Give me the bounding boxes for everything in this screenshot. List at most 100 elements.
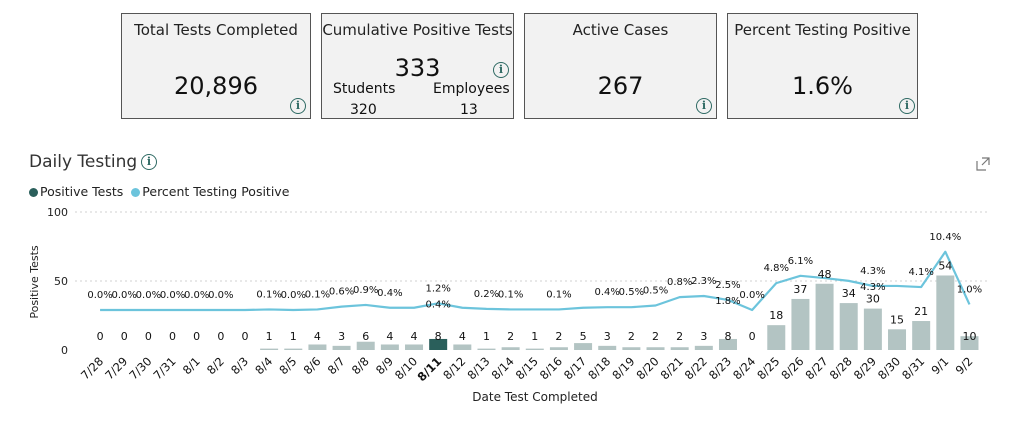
bar[interactable]: [260, 348, 279, 350]
line-value-label: 1.2%: [425, 283, 450, 294]
bar-value-label: 0: [169, 330, 176, 343]
bar-value-label: 30: [866, 293, 880, 306]
x-tick-label: 8/3: [228, 354, 251, 377]
info-icon[interactable]: i: [493, 62, 509, 78]
card-value: 267: [597, 72, 644, 100]
legend-label: Percent Testing Positive: [142, 184, 290, 199]
bar[interactable]: [405, 344, 424, 350]
x-tick-label: 8/26: [778, 354, 806, 382]
bar-value-label: 18: [769, 309, 783, 322]
x-tick-label: 8/29: [851, 354, 879, 382]
bar[interactable]: [839, 303, 858, 350]
x-tick-label: 8/5: [276, 354, 299, 377]
line-value-label: 10.4%: [929, 232, 961, 243]
bar[interactable]: [912, 321, 931, 350]
bar[interactable]: [960, 336, 979, 350]
line-value-label: 0.4%: [425, 299, 450, 310]
bar[interactable]: [694, 345, 713, 350]
y-tick-label: 0: [61, 344, 68, 357]
x-tick-label: 8/13: [464, 354, 492, 382]
bar[interactable]: [670, 347, 689, 350]
bar[interactable]: [622, 347, 641, 350]
x-tick-label: 9/2: [953, 354, 976, 377]
employees-value: 13: [460, 102, 478, 118]
x-tick-label: 8/28: [827, 354, 855, 382]
card-title: Percent Testing Positive: [734, 21, 911, 39]
legend-label: Positive Tests: [40, 184, 124, 199]
x-tick-label: 9/1: [928, 354, 951, 377]
line-value-label: 0.0%: [160, 290, 185, 301]
bar[interactable]: [598, 345, 617, 350]
bar-value-label: 1: [483, 330, 490, 343]
card-title: Cumulative Positive Tests: [322, 21, 513, 39]
bar[interactable]: [380, 344, 399, 350]
x-tick-label: 8/21: [658, 354, 686, 382]
bar[interactable]: [284, 348, 303, 350]
bar-value-label: 4: [386, 330, 393, 343]
bar-value-label: 1: [290, 330, 297, 343]
bar[interactable]: [332, 345, 351, 350]
percent-line[interactable]: [100, 250, 971, 312]
bar[interactable]: [429, 338, 448, 350]
bar-value-label: 0: [193, 330, 200, 343]
x-tick-label: 8/23: [706, 354, 734, 382]
x-tick-label: 8/15: [513, 354, 541, 382]
bar-value-label: 2: [652, 330, 659, 343]
line-value-label: 0.0%: [208, 290, 233, 301]
bar[interactable]: [936, 275, 955, 350]
bar[interactable]: [525, 348, 544, 350]
bar-value-label: 4: [314, 330, 321, 343]
x-tick-label: 8/8: [349, 354, 372, 377]
x-tick-label: 8/12: [440, 354, 468, 382]
bar-value-label: 21: [914, 305, 928, 318]
bar-value-label: 4: [459, 330, 466, 343]
bar-value-label: 0: [121, 330, 128, 343]
bar-value-label: 8: [724, 330, 731, 343]
card-title: Total Tests Completed: [134, 21, 298, 39]
x-tick-label: 8/14: [489, 354, 517, 382]
bar-value-label: 3: [338, 330, 345, 343]
bar[interactable]: [477, 348, 496, 350]
bar[interactable]: [718, 338, 737, 350]
legend-item-percent-positive[interactable]: Percent Testing Positive: [131, 184, 289, 199]
bar[interactable]: [574, 343, 593, 350]
legend-item-positive-tests[interactable]: Positive Tests: [29, 184, 127, 199]
info-icon[interactable]: i: [141, 154, 157, 170]
bar-value-label: 48: [818, 268, 832, 281]
card-total-tests: Total Tests Completed 20,896 i: [121, 13, 311, 119]
bar-value-label: 8: [435, 330, 442, 343]
bar[interactable]: [791, 298, 810, 350]
bar[interactable]: [646, 347, 665, 350]
x-tick-label: 8/11: [414, 354, 444, 384]
bar[interactable]: [308, 344, 327, 350]
line-value-label: 1.8%: [715, 296, 740, 307]
bar[interactable]: [815, 283, 834, 350]
info-icon[interactable]: i: [290, 98, 306, 114]
bar-value-label: 5: [580, 330, 587, 343]
x-tick-label: 7/29: [102, 354, 130, 382]
bar-value-label: 6: [362, 330, 369, 343]
bar[interactable]: [356, 341, 375, 350]
card-title: Active Cases: [572, 21, 669, 39]
bar-value-label: 2: [555, 330, 562, 343]
card-active-cases: Active Cases 267 i: [524, 13, 717, 119]
line-value-label: 0.8%: [667, 277, 692, 288]
bar[interactable]: [767, 325, 786, 350]
bar-value-label: 54: [938, 259, 952, 272]
bar[interactable]: [453, 344, 472, 350]
bar[interactable]: [501, 347, 520, 350]
bar[interactable]: [888, 329, 907, 350]
info-icon[interactable]: i: [899, 98, 915, 114]
bar-value-label: 0: [217, 330, 224, 343]
expand-icon[interactable]: [976, 157, 990, 171]
bar[interactable]: [863, 308, 882, 350]
bar-value-label: 34: [842, 287, 856, 300]
legend-swatch-percent-positive: [131, 188, 141, 197]
y-axis-title: Positive Tests: [28, 245, 41, 319]
bar[interactable]: [549, 347, 568, 350]
line-value-label: 0.1%: [305, 289, 330, 300]
info-icon[interactable]: i: [696, 98, 712, 114]
bar-value-label: 3: [700, 330, 707, 343]
x-tick-label: 8/1: [180, 354, 203, 377]
